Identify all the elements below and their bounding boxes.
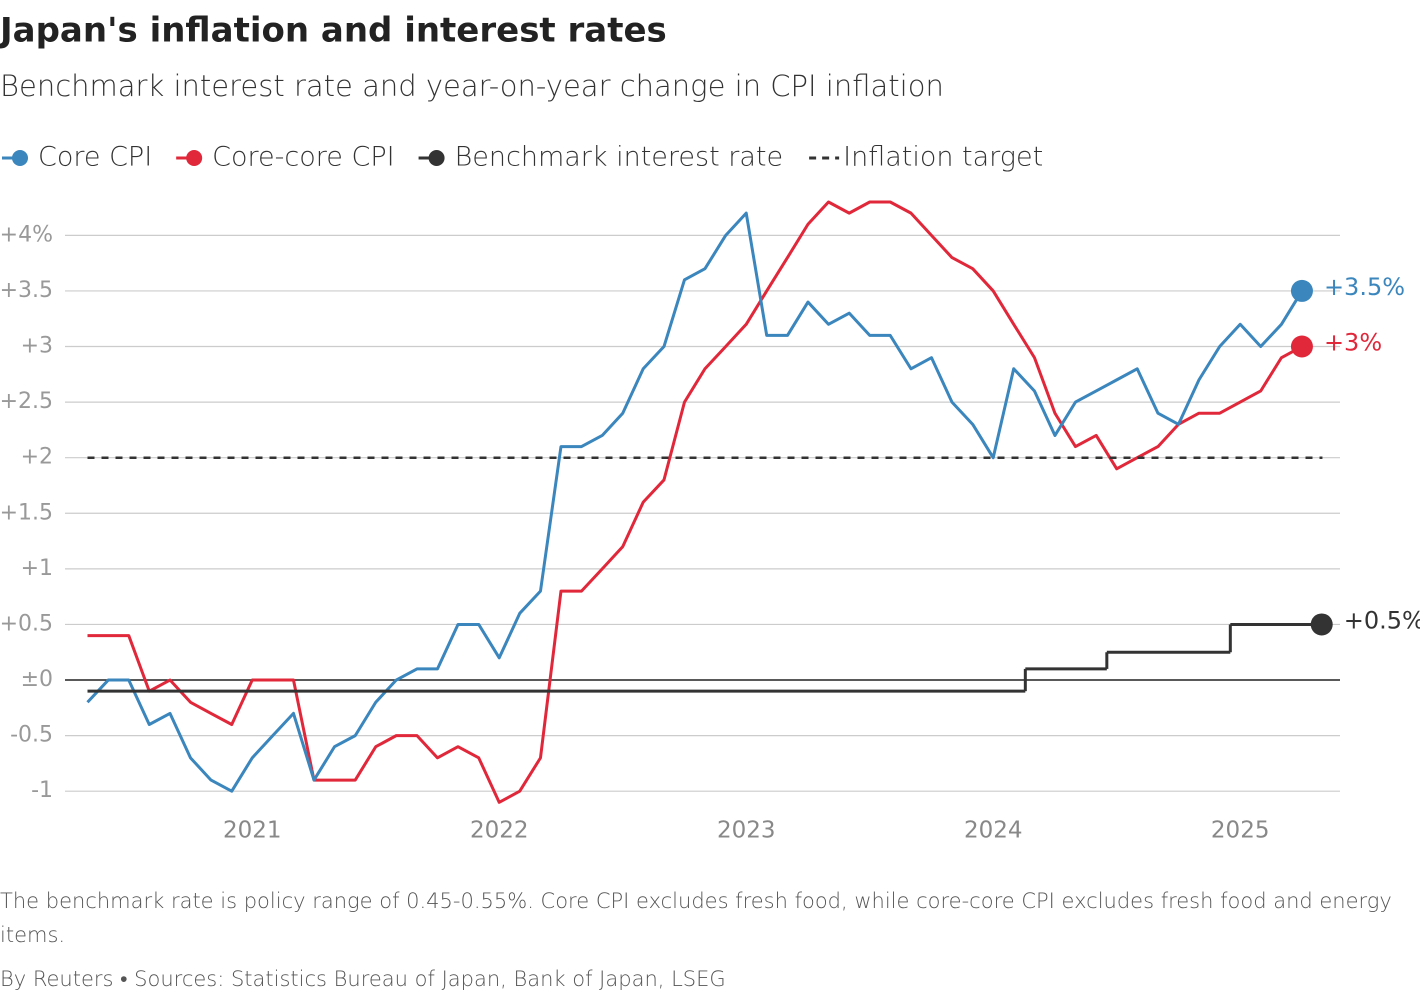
value-label: +3.5% xyxy=(1324,273,1405,301)
legend-marker xyxy=(428,150,445,166)
legend-label: Core CPI xyxy=(38,142,152,173)
end-dot xyxy=(1290,335,1313,358)
legend-label: Inflation target xyxy=(843,142,1043,173)
y-tick-label: +3.5 xyxy=(0,278,53,303)
x-tick-label: 2025 xyxy=(1211,818,1270,844)
value-label: +3% xyxy=(1324,329,1382,357)
y-tick-label: +1.5 xyxy=(0,500,53,525)
legend-label: Core-core CPI xyxy=(212,142,394,173)
y-tick-label: +2 xyxy=(21,445,53,470)
chart-title: Japan's inflation and interest rates xyxy=(0,11,667,51)
value-label: +0.5% xyxy=(1344,606,1420,634)
end-dot xyxy=(1310,613,1333,636)
y-tick-label: +0.5 xyxy=(0,611,53,636)
x-tick-label: 2022 xyxy=(470,818,529,844)
legend-marker xyxy=(186,150,203,166)
y-tick-label: +1 xyxy=(21,556,53,581)
y-tick-label: -0.5 xyxy=(10,723,53,748)
end-dot xyxy=(1290,279,1313,302)
series-line xyxy=(87,200,1303,804)
y-tick-label: ±0 xyxy=(21,667,53,692)
y-tick-label: +3 xyxy=(21,334,53,359)
x-tick-label: 2024 xyxy=(964,818,1023,844)
legend-label: Benchmark interest rate xyxy=(455,142,784,173)
source: By Reuters • Sources: Statistics Bureau … xyxy=(0,967,726,991)
footnote: The benchmark rate is policy range of 0.… xyxy=(0,889,1392,947)
y-tick-label: +4% xyxy=(0,222,53,247)
y-tick-label: -1 xyxy=(31,778,53,803)
series-line xyxy=(86,211,1304,793)
x-tick-label: 2023 xyxy=(717,818,776,844)
y-tick-label: +2.5 xyxy=(0,389,53,414)
chart-subtitle: Benchmark interest rate and year-on-year… xyxy=(0,69,944,103)
x-tick-label: 2021 xyxy=(223,818,282,844)
legend-marker xyxy=(12,150,28,166)
